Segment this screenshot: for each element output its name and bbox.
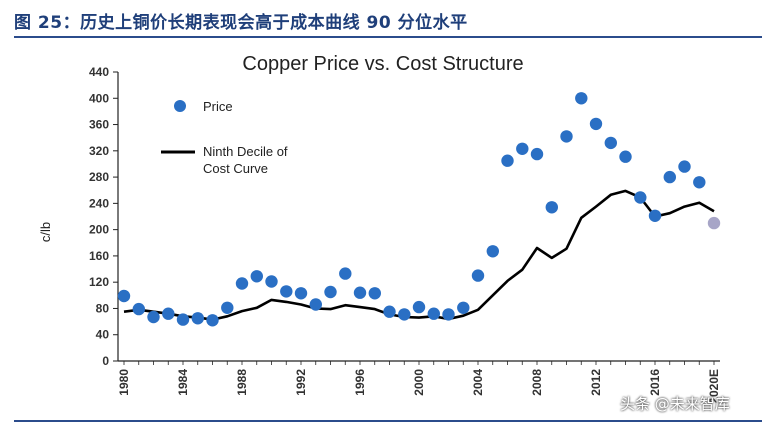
price-point [398, 308, 411, 321]
x-tick-label: 2004 [471, 369, 485, 396]
x-tick-label: 1996 [353, 369, 367, 396]
x-axis-ticks: 1980 1984 1988 1992 1996 2000 2004 2008 2012 2016… [117, 361, 721, 404]
price-point [324, 285, 337, 299]
price-point [634, 191, 647, 204]
price-point [560, 130, 573, 143]
price-point [250, 270, 263, 283]
price-point [486, 245, 499, 258]
chart-legend: Price Ninth Decile of Cost Curve [161, 99, 288, 176]
price-point [663, 170, 676, 184]
price-point [339, 267, 352, 280]
caption-rule [14, 36, 762, 38]
price-point [383, 305, 396, 318]
y-tick-label: 320 [89, 144, 109, 158]
price-point [235, 277, 249, 290]
x-tick-label: 1980 [117, 369, 131, 396]
x-tick-label: 1988 [235, 369, 249, 396]
price-point [545, 201, 558, 214]
price-point [530, 147, 544, 161]
price-point [442, 308, 455, 321]
y-tick-label: 240 [89, 196, 109, 210]
price-point [516, 142, 529, 155]
y-tick-label: 120 [89, 275, 109, 289]
x-tick-label: 1992 [294, 369, 308, 396]
legend-curve-label: Ninth Decile of Cost Curve [203, 144, 288, 176]
estimate-point [707, 216, 721, 230]
price-point [294, 287, 308, 300]
price-point [132, 302, 145, 316]
price-point [368, 287, 381, 300]
x-tick-label: 2012 [589, 369, 603, 396]
price-point [176, 313, 190, 326]
y-axis-ticks: 0 40 80 120 160 200 240 280 320 360 400 440 [89, 65, 118, 368]
price-point [412, 300, 426, 314]
cost-curve-line [123, 189, 715, 321]
price-point [265, 275, 278, 288]
price-point [457, 301, 470, 314]
price-point [117, 289, 131, 303]
price-point [221, 301, 234, 314]
x-tick-label: 2020E [707, 369, 721, 404]
chart-title: Copper Price vs. Cost Structure [242, 53, 523, 75]
price-point [648, 209, 662, 222]
price-point [678, 160, 691, 173]
y-tick-label: 80 [96, 301, 110, 315]
price-point [604, 136, 617, 150]
price-point [162, 307, 175, 320]
figure-caption: 图 25：历史上铜价长期表现会高于成本曲线 90 分位水平 [14, 13, 468, 33]
cost-curve-series [123, 189, 715, 321]
price-series [117, 92, 721, 327]
price-point [575, 92, 588, 105]
y-axis-label: c/lb [38, 222, 53, 242]
price-point [280, 285, 293, 298]
price-point [471, 269, 485, 282]
price-point [191, 312, 204, 325]
price-point [589, 117, 603, 131]
price-point [206, 314, 219, 327]
price-point [427, 307, 440, 320]
price-point [693, 176, 706, 189]
y-tick-label: 360 [89, 118, 109, 132]
y-tick-label: 40 [96, 328, 110, 342]
x-tick-label: 2000 [412, 369, 426, 396]
x-tick-label: 2008 [530, 369, 544, 396]
price-point [147, 310, 160, 324]
y-tick-label: 160 [89, 249, 109, 263]
legend-price-label: Price [203, 99, 233, 114]
footer-rule [14, 420, 762, 422]
price-point [619, 150, 632, 163]
y-tick-label: 400 [89, 91, 109, 105]
x-tick-label: 1984 [176, 369, 190, 396]
price-point [353, 286, 367, 299]
y-tick-label: 280 [89, 170, 109, 184]
price-point [309, 298, 322, 311]
y-tick-label: 0 [102, 354, 109, 368]
watermark: 头条 @未来智库 [620, 395, 730, 413]
legend-price-marker [174, 100, 186, 112]
y-tick-label: 440 [89, 65, 109, 79]
y-tick-label: 200 [89, 223, 109, 237]
price-point [501, 154, 514, 167]
x-tick-label: 2016 [648, 369, 662, 396]
